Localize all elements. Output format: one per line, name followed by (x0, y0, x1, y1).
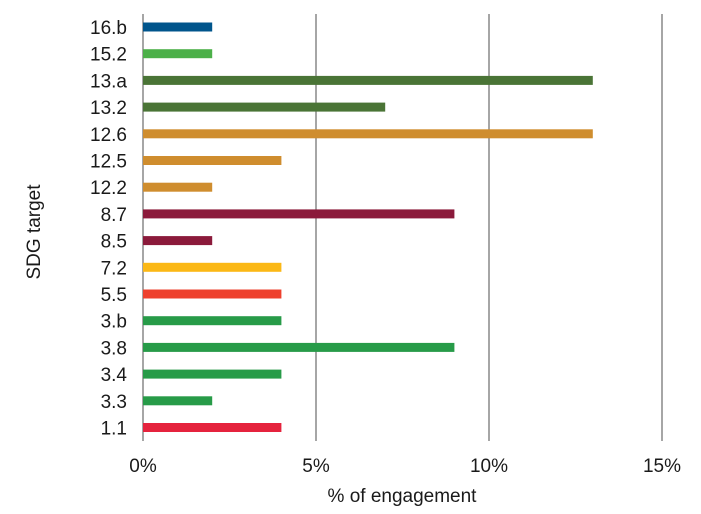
bar-12.5 (143, 156, 282, 165)
y-tick-label-11: 3.b (101, 312, 127, 333)
x-tick-label-0: 0% (129, 456, 157, 477)
y-tick-label-13: 3.4 (101, 365, 128, 386)
bar-12.6 (143, 129, 593, 139)
bar-15.2 (143, 49, 213, 59)
y-tick-label-15: 1.1 (101, 419, 127, 440)
bar-8.5 (143, 236, 213, 246)
bar-13.2 (143, 102, 386, 112)
y-tick-label-8: 8.5 (101, 232, 127, 253)
bar-16.b (143, 22, 213, 32)
bar-3.4 (143, 369, 282, 379)
y-tick-label-9: 7.2 (101, 258, 127, 279)
bar-5.5 (143, 289, 282, 299)
x-tick-label-1: 5% (302, 456, 330, 477)
y-tick-label-2: 13.a (90, 71, 127, 92)
y-tick-label-0: 16.b (90, 18, 127, 39)
bars (143, 22, 593, 432)
y-tick-label-3: 13.2 (90, 98, 127, 119)
x-tick-label-2: 10% (470, 456, 508, 477)
bar-3.b (143, 316, 282, 326)
bar-3.8 (143, 342, 455, 352)
y-tick-label-5: 12.5 (90, 152, 127, 173)
y-tick-label-10: 5.5 (101, 285, 127, 306)
bar-7.2 (143, 262, 282, 272)
y-tick-label-4: 12.6 (90, 125, 127, 146)
y-tick-label-7: 8.7 (101, 205, 127, 226)
x-axis-title: % of engagement (328, 486, 478, 507)
y-tick-label-12: 3.8 (101, 338, 127, 359)
x-tick-label-3: 15% (643, 456, 681, 477)
bar-13.a (143, 75, 593, 85)
y-tick-labels: 16.b 15.2 13.a 13.2 12.6 12.5 12.2 8.7 8.5 7.2 5.5… (90, 18, 127, 440)
y-tick-label-1: 15.2 (90, 45, 127, 66)
bar-1.1 (143, 423, 282, 432)
x-tick-labels: 0% 5% 10% 15% (129, 456, 681, 477)
y-axis-title: SDG target (24, 184, 45, 280)
bar-8.7 (143, 209, 455, 219)
y-tick-label-6: 12.2 (90, 178, 127, 199)
bar-12.2 (143, 182, 213, 192)
bar-3.3 (143, 396, 213, 406)
y-tick-label-14: 3.3 (101, 392, 127, 413)
